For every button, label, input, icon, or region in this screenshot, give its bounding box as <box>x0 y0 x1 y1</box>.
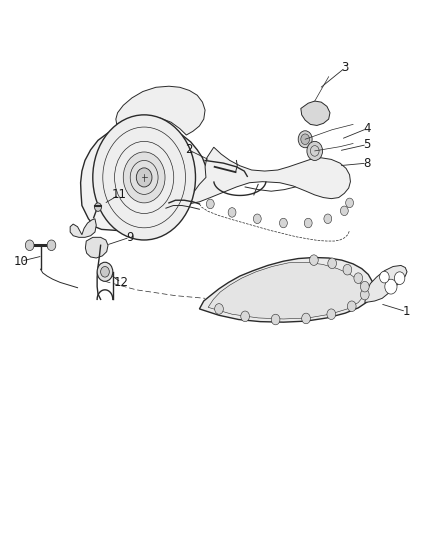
Polygon shape <box>116 86 205 135</box>
Polygon shape <box>301 101 330 125</box>
Text: 8: 8 <box>363 157 371 169</box>
Polygon shape <box>365 265 407 303</box>
Circle shape <box>346 198 353 208</box>
Circle shape <box>360 289 369 300</box>
Circle shape <box>206 199 214 209</box>
Circle shape <box>47 240 56 251</box>
Text: 2: 2 <box>185 143 192 156</box>
Circle shape <box>302 313 311 324</box>
Circle shape <box>340 206 348 216</box>
Circle shape <box>136 168 152 187</box>
Circle shape <box>304 218 312 228</box>
Circle shape <box>101 266 110 277</box>
Text: 1: 1 <box>403 305 410 318</box>
Circle shape <box>95 203 102 212</box>
Circle shape <box>253 214 261 223</box>
Text: 10: 10 <box>14 255 28 268</box>
Text: 5: 5 <box>363 138 371 151</box>
Circle shape <box>241 311 250 321</box>
Polygon shape <box>85 237 108 258</box>
Text: 9: 9 <box>126 231 134 244</box>
Text: 3: 3 <box>342 61 349 74</box>
Circle shape <box>343 264 352 275</box>
Circle shape <box>25 240 34 251</box>
Circle shape <box>301 134 310 144</box>
Circle shape <box>298 131 312 148</box>
Circle shape <box>360 281 369 292</box>
Polygon shape <box>188 147 350 204</box>
Circle shape <box>380 271 389 283</box>
Circle shape <box>324 214 332 223</box>
Circle shape <box>354 273 363 284</box>
Circle shape <box>310 255 318 265</box>
Text: 12: 12 <box>113 276 129 289</box>
Circle shape <box>327 309 336 319</box>
Circle shape <box>307 141 322 160</box>
Circle shape <box>279 218 287 228</box>
Text: 4: 4 <box>363 122 371 135</box>
Polygon shape <box>208 262 364 319</box>
Polygon shape <box>70 219 96 237</box>
Circle shape <box>228 208 236 217</box>
Circle shape <box>97 262 113 281</box>
Polygon shape <box>199 257 374 322</box>
Polygon shape <box>81 124 207 230</box>
Circle shape <box>93 115 195 240</box>
Circle shape <box>328 258 336 269</box>
Circle shape <box>385 279 397 294</box>
Circle shape <box>215 304 223 314</box>
Text: 11: 11 <box>111 189 127 201</box>
Circle shape <box>123 152 165 203</box>
Circle shape <box>347 301 356 312</box>
Circle shape <box>394 272 405 285</box>
Circle shape <box>271 314 280 325</box>
